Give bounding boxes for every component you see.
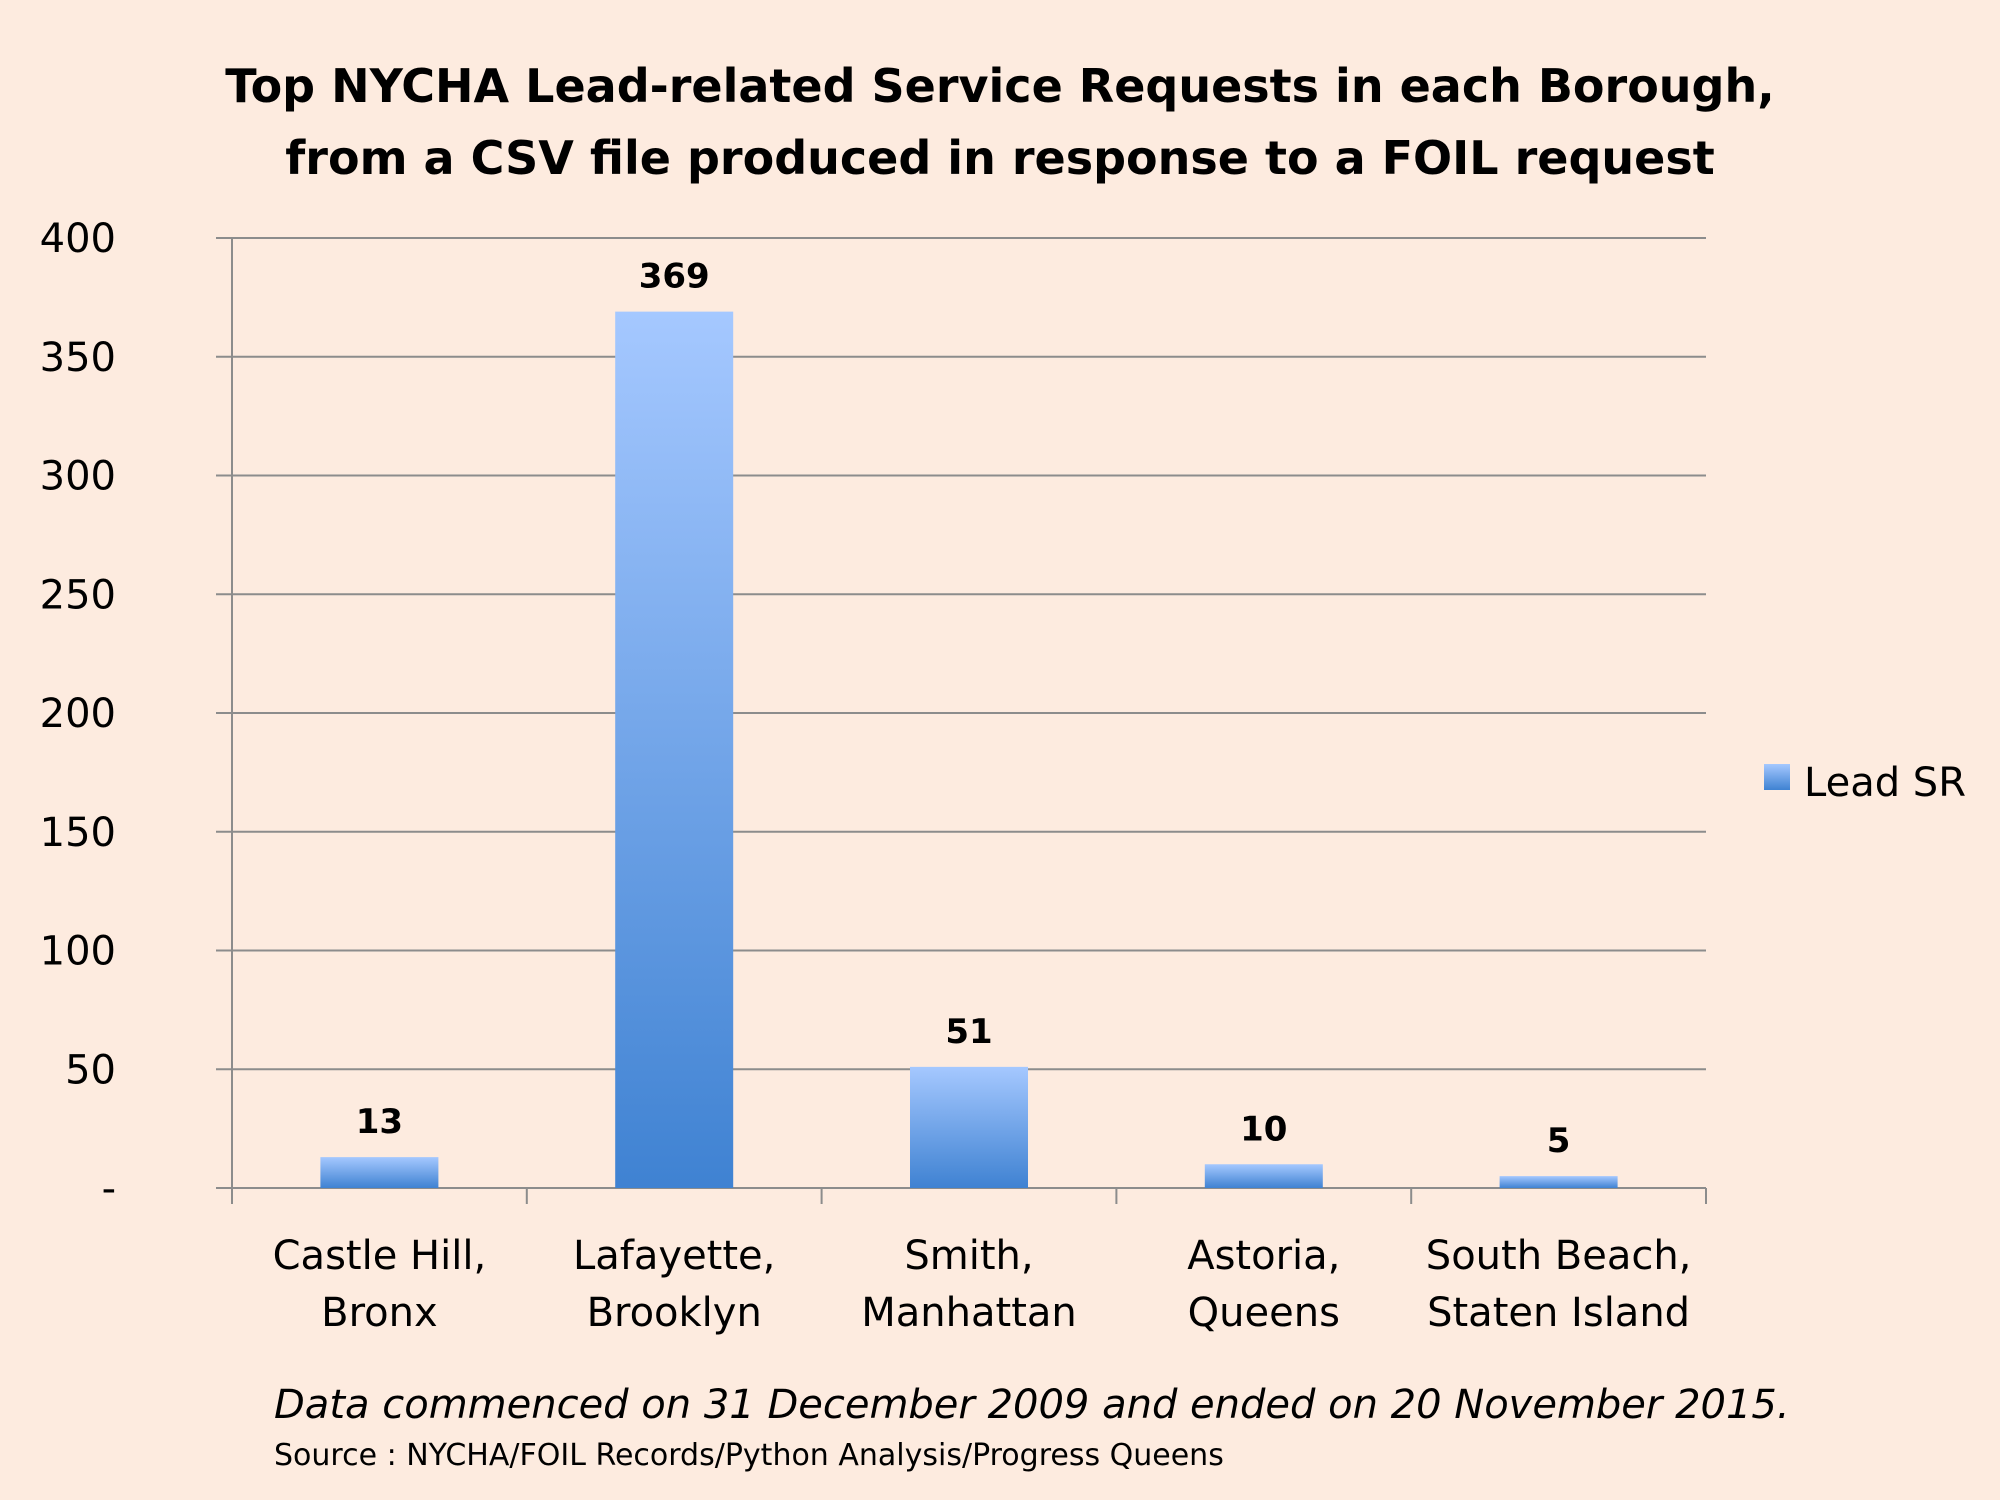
y-tick-label: 100 [40, 929, 116, 975]
category-label: Staten Island [1427, 1290, 1690, 1336]
bar [910, 1066, 1028, 1188]
category-label: Castle Hill, [273, 1233, 487, 1279]
bar [320, 1157, 439, 1188]
bars [320, 311, 1618, 1188]
data-label: 369 [639, 257, 710, 297]
legend-label-lead-sr: Lead SR [1804, 760, 1966, 806]
legend: Lead SR [1764, 760, 1966, 806]
data-label: 10 [1240, 1109, 1287, 1149]
y-tick-label: 400 [40, 216, 116, 262]
y-tick-label: 350 [40, 335, 116, 381]
y-tick-label: - [102, 1166, 116, 1212]
footer-note: Data commenced on 31 December 2009 and e… [274, 1382, 1790, 1428]
bar [1204, 1164, 1323, 1188]
category-label: Queens [1188, 1290, 1340, 1336]
footer-source: Source : NYCHA/FOIL Records/Python Analy… [274, 1438, 1224, 1473]
category-label: Lafayette, [573, 1233, 775, 1279]
data-label: 51 [945, 1012, 992, 1052]
category-label: Astoria, [1187, 1233, 1340, 1279]
y-tick-label: 150 [40, 810, 116, 856]
y-tick-label: 200 [40, 691, 116, 737]
y-axis: - 50 100 150 200 250 300 350 400 [40, 216, 233, 1212]
x-axis [216, 1187, 1707, 1204]
bar [615, 311, 734, 1188]
category-labels: Castle Hill, Bronx Lafayette, Brooklyn Smith… [273, 1233, 1692, 1336]
data-label: 13 [356, 1102, 403, 1142]
legend-swatch-lead-sr [1764, 764, 1790, 790]
category-label: Smith, [904, 1233, 1033, 1279]
category-label: South Beach, [1426, 1233, 1692, 1279]
category-label: Manhattan [861, 1290, 1076, 1336]
y-tick-label: 300 [40, 454, 116, 500]
y-tick-label: 250 [40, 572, 116, 618]
data-label: 5 [1547, 1121, 1571, 1161]
category-label: Bronx [321, 1290, 438, 1336]
chart-title-line-2: from a CSV file produced in response to … [285, 131, 1714, 185]
gridlines [216, 237, 1706, 1071]
y-tick-label: 50 [65, 1047, 116, 1093]
category-label: Brooklyn [587, 1290, 762, 1336]
bar [1499, 1176, 1618, 1188]
data-labels: 13 369 51 10 5 [356, 257, 1571, 1162]
chart-title-line-1: Top NYCHA Lead-related Service Requests … [225, 59, 1774, 113]
